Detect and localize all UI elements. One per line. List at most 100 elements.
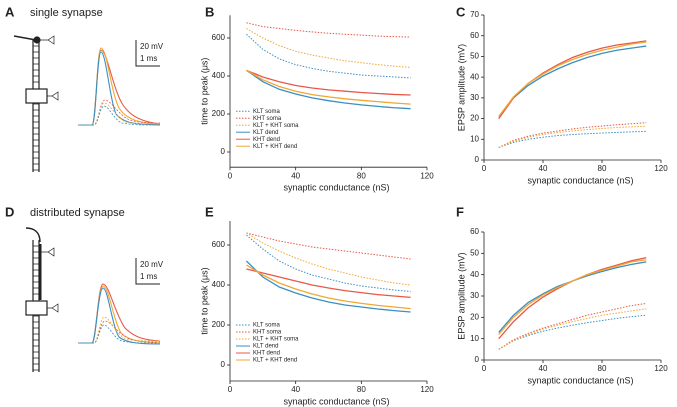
y-axis-title: EPSP amplitude (mV): [456, 252, 466, 339]
series-line: [246, 69, 411, 105]
x-axis-title: synaptic conductance (nS): [283, 183, 389, 193]
series-line: [246, 264, 411, 310]
scale-label: 20 mV: [140, 42, 164, 51]
y-tick-label: 30: [470, 93, 479, 102]
y-axis-title: EPSP amplitude (mV): [456, 44, 466, 131]
panel-a: A single synapse 20 mV 1 ms: [5, 4, 164, 172]
panel-label: C: [456, 4, 466, 19]
legend-label: KLT + KHT soma: [253, 123, 299, 129]
y-tick-label: 600: [212, 240, 226, 249]
y-tick-label: 50: [470, 52, 479, 61]
series-line: [246, 69, 411, 96]
series-line: [246, 232, 411, 286]
scale-bar: [135, 258, 160, 285]
legend-label: KLT + KHT dend: [253, 144, 297, 150]
x-tick-label: 40: [291, 171, 300, 180]
y-tick-label: 0: [221, 360, 226, 369]
panel-title: single synapse: [30, 7, 103, 19]
x-axis-title: synaptic conductance (nS): [283, 396, 389, 406]
y-tick-label: 60: [470, 31, 479, 40]
legend-label: KHT dend: [253, 351, 280, 357]
series-line: [246, 232, 411, 260]
y-tick-label: 400: [212, 280, 226, 289]
panel-label: E: [205, 204, 214, 219]
legend-label: KLT + KHT soma: [253, 337, 299, 343]
scale-bar: [135, 40, 160, 67]
y-tick-label: 20: [470, 312, 479, 321]
x-tick-label: 0: [228, 171, 233, 180]
legend-label: KLT dend: [253, 344, 278, 350]
x-tick-label: 0: [482, 364, 487, 373]
chart: F 0 40 80 120 0 10 20 30 40 50 60 synaptic conductan…: [456, 204, 668, 385]
neuron-schematic: [25, 227, 59, 372]
series-line: [498, 40, 647, 119]
x-tick-label: 40: [539, 164, 548, 173]
x-tick-label: 80: [357, 385, 366, 394]
y-tick-label: 0: [221, 147, 226, 156]
series-line: [498, 122, 647, 149]
y-tick-label: 600: [212, 33, 226, 42]
y-tick-label: 20: [470, 114, 479, 123]
y-tick-label: 10: [470, 134, 479, 143]
y-tick-label: 10: [470, 334, 479, 343]
y-tick-label: 0: [475, 155, 480, 164]
x-tick-label: 40: [291, 385, 300, 394]
panel-label: B: [205, 4, 214, 19]
y-tick-label: 30: [470, 291, 479, 300]
neuron-schematic: [13, 35, 59, 172]
x-tick-label: 120: [420, 171, 434, 180]
y-tick-label: 60: [470, 227, 479, 236]
series-line: [246, 234, 411, 292]
series-line: [246, 28, 411, 68]
x-tick-label: 80: [598, 364, 607, 373]
series-line: [246, 69, 411, 110]
scale-label: 1 ms: [140, 272, 157, 281]
legend-label: KLT soma: [253, 323, 280, 329]
y-tick-label: 200: [212, 109, 226, 118]
voltage-traces: [78, 283, 161, 345]
legend-label: KLT + KHT dend: [253, 358, 297, 364]
panel-label: A: [5, 4, 15, 19]
series-line: [498, 302, 647, 350]
series-line: [246, 33, 411, 79]
series-line: [246, 22, 411, 38]
panel-label: D: [5, 204, 14, 219]
scale-label: 20 mV: [140, 260, 164, 269]
y-tick-label: 70: [470, 10, 479, 19]
panel-title: distributed synapse: [30, 207, 125, 219]
x-tick-label: 0: [228, 385, 233, 394]
series-line: [498, 308, 647, 350]
y-tick-label: 40: [470, 270, 479, 279]
x-tick-label: 80: [598, 164, 607, 173]
series-line: [498, 314, 647, 350]
legend-label: KLT dend: [253, 130, 278, 136]
series-line: [498, 259, 647, 335]
series-line: [245, 260, 411, 313]
x-tick-label: 80: [357, 171, 366, 180]
y-tick-label: 50: [470, 248, 479, 257]
y-axis-title: time to peak (μs): [199, 58, 209, 125]
series-line: [246, 268, 411, 299]
series-line: [498, 125, 647, 149]
legend-label: KLT soma: [253, 109, 280, 115]
y-axis-title: time to peak (μs): [199, 267, 209, 334]
x-axis-title: synaptic conductance (nS): [527, 375, 633, 385]
chart: B 0 40 80 120 0 200 400 600 synaptic conductance …: [199, 4, 434, 192]
panel-label: F: [456, 204, 464, 219]
chart: E 0 40 80 120 0 200 400 600 synaptic conductance …: [199, 204, 434, 406]
legend-label: KHT soma: [253, 330, 282, 336]
y-tick-label: 400: [212, 71, 226, 80]
y-tick-label: 40: [470, 72, 479, 81]
x-tick-label: 40: [539, 364, 548, 373]
series-line: [498, 130, 647, 149]
voltage-traces: [78, 47, 161, 126]
x-tick-label: 120: [654, 364, 668, 373]
chart: C 0 40 80 120 0 10 20 30 40 50 60 70 synaptic conduct…: [456, 4, 668, 185]
y-tick-label: 0: [475, 355, 480, 364]
series-line: [498, 41, 647, 117]
scale-label: 1 ms: [140, 54, 157, 63]
x-axis-title: synaptic conductance (nS): [527, 175, 633, 185]
legend-label: KHT soma: [253, 116, 282, 122]
legend-label: KHT dend: [253, 137, 280, 143]
x-tick-label: 120: [654, 164, 668, 173]
